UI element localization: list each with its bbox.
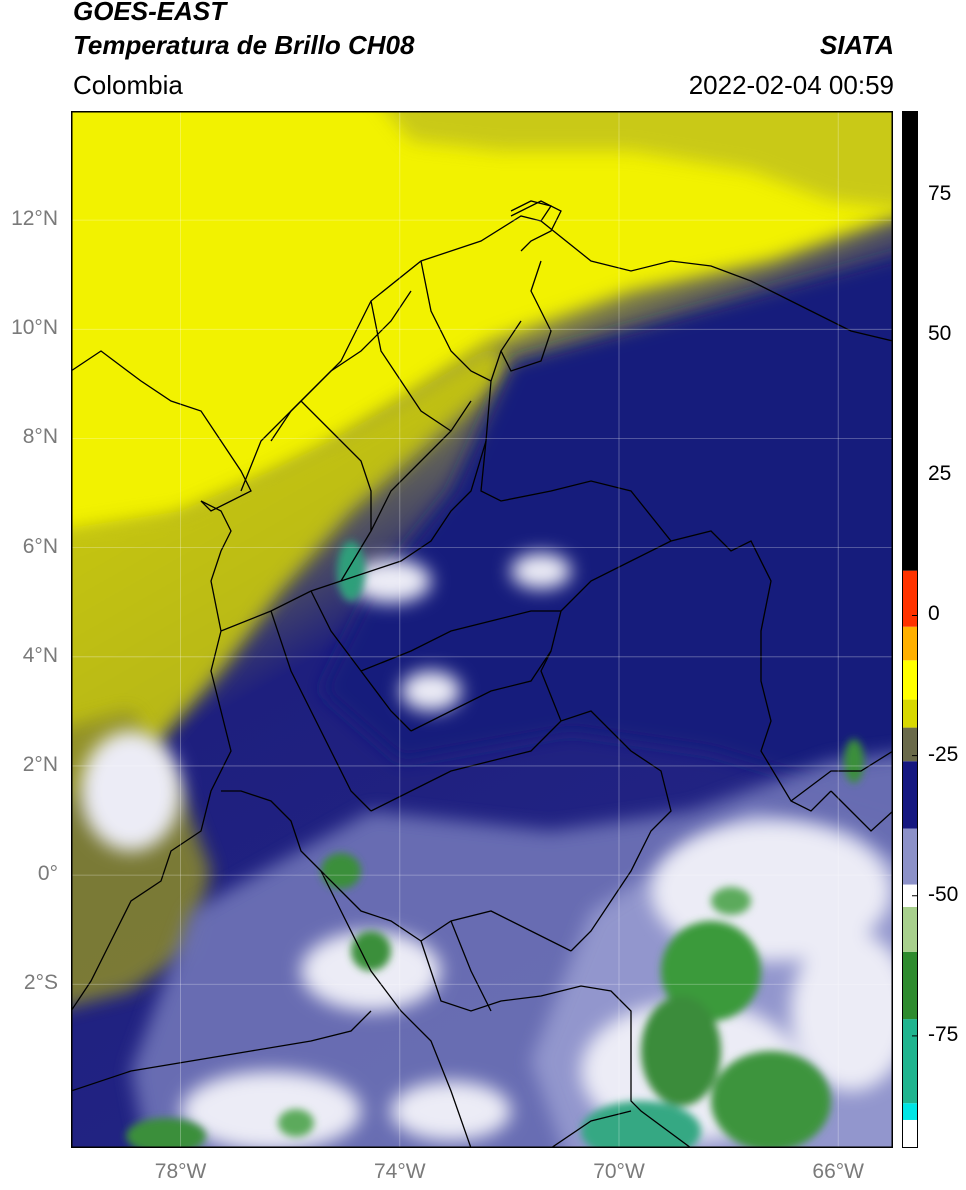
lat-tick-label: 2°S <box>23 971 58 995</box>
colorbar-segment <box>902 884 918 907</box>
colorbar-segment <box>902 1119 918 1148</box>
colorbar-segment <box>902 626 918 661</box>
satellite-map[interactable] <box>71 111 893 1148</box>
cold-navy <box>321 256 893 806</box>
colorbar-segment <box>902 761 918 829</box>
warm-band <box>71 111 893 538</box>
colorbar-tick-label: 0 <box>928 602 940 626</box>
product-title: GOES-EAST <box>73 0 227 26</box>
colorbar-tick-label: 50 <box>928 322 952 346</box>
lat-tick-label: 10°N <box>11 316 58 340</box>
source-label: SIATA <box>819 30 894 60</box>
colorbar-tick-label: -75 <box>928 1022 959 1046</box>
colorbar-segment <box>902 951 918 1020</box>
region-label: Colombia <box>73 70 183 100</box>
colorbar-segment <box>902 699 918 728</box>
map-frame <box>71 111 893 1148</box>
cold-cores <box>126 541 864 1148</box>
top-olive <box>387 111 893 209</box>
lat-tick-label: 12°N <box>11 207 58 231</box>
colorbar-segment <box>902 828 918 885</box>
product-subtitle: Temperatura de Brillo CH08 <box>73 30 415 60</box>
lon-tick-label: 70°W <box>593 1160 645 1183</box>
colorbar-tick-label: 25 <box>928 462 952 486</box>
lat-tick-label: 4°N <box>22 643 58 667</box>
colorbar-tick-label: 75 <box>928 182 952 206</box>
lat-tick-label: 0° <box>37 862 58 886</box>
colorbar-segment <box>902 111 918 571</box>
colorbar-segment <box>902 570 918 627</box>
colorbar-segment <box>902 906 918 952</box>
colorbar-segment <box>902 1019 918 1104</box>
graticule <box>71 111 893 1148</box>
lat-tick-label: 2°N <box>22 752 58 776</box>
lon-tick-label: 78°W <box>154 1160 207 1183</box>
colorbar-segment <box>902 1103 918 1120</box>
lon-tick-label: 74°W <box>374 1160 426 1183</box>
datetime-label: 2022-02-04 00:59 <box>688 70 894 100</box>
colorbar-tick-label: -25 <box>928 742 959 766</box>
colorbar-segment <box>902 660 918 700</box>
lon-tick-label: 66°W <box>812 1160 864 1183</box>
colorbar-frame <box>902 111 918 1148</box>
colorbar <box>902 111 918 1148</box>
lat-tick-label: 6°N <box>22 534 58 558</box>
boundaries <box>71 200 893 1148</box>
colorbar-segment <box>902 727 918 762</box>
lat-tick-label: 8°N <box>22 425 58 449</box>
olive-band <box>71 346 511 799</box>
colorbar-tick-label: -50 <box>928 882 959 906</box>
